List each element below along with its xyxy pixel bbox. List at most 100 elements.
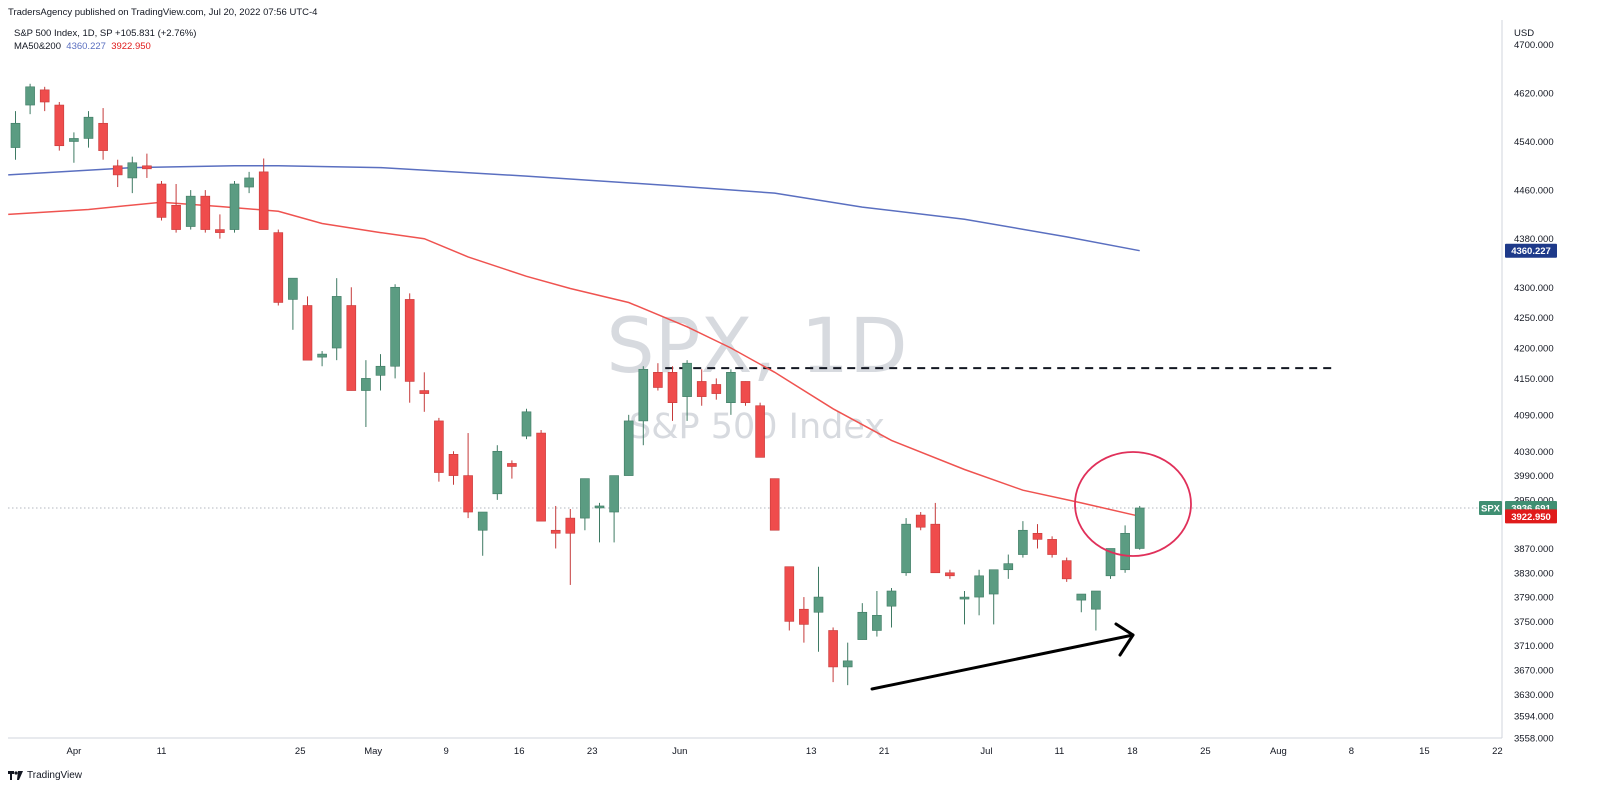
candle-body <box>696 381 707 397</box>
y-tick-label: 4200.000 <box>1514 344 1554 355</box>
candle-body <box>273 232 284 303</box>
y-tick-label: 4700.000 <box>1514 40 1554 51</box>
candle-body <box>842 660 853 668</box>
y-tick-label: 3750.000 <box>1514 617 1554 628</box>
candle-body <box>799 608 809 625</box>
y-tick-label: 4300.000 <box>1514 283 1554 294</box>
x-tick-label: 22 <box>1492 746 1503 757</box>
candle-body <box>988 569 999 595</box>
y-tick-label: 4250.000 <box>1514 313 1554 324</box>
candle-body <box>288 277 298 300</box>
y-tick-label: 3790.000 <box>1514 593 1554 604</box>
x-tick-label: 16 <box>514 746 525 757</box>
x-tick-label: 25 <box>1200 746 1211 757</box>
candle-body <box>390 286 400 367</box>
candle-body <box>83 116 94 139</box>
candle-body <box>448 454 459 476</box>
candle-body <box>375 365 386 376</box>
candle-body <box>901 523 911 574</box>
footer-brand: TradingView <box>8 770 82 781</box>
candle-body <box>1032 532 1043 540</box>
x-tick-label: Jun <box>672 746 687 757</box>
ma200-price-badge: 4360.227 <box>1511 246 1551 257</box>
candle-body <box>54 104 65 147</box>
candle-body <box>682 362 692 397</box>
candle-body <box>185 195 196 227</box>
candle-body <box>769 478 780 531</box>
candle-body <box>463 475 473 513</box>
candle-body <box>740 381 751 403</box>
x-tick-label: 8 <box>1349 746 1354 757</box>
y-tick-label: 3594.000 <box>1514 712 1554 723</box>
highlight-circle <box>1074 451 1192 557</box>
spx-symbol-tag-bg <box>1479 500 1502 515</box>
candle-body <box>10 122 21 148</box>
candle-body <box>361 378 371 391</box>
x-tick-label: 18 <box>1127 746 1138 757</box>
candle-body <box>726 372 736 403</box>
ma-label: MA50&200 <box>14 41 62 52</box>
candle-body <box>784 566 795 622</box>
candle-body <box>419 390 430 394</box>
trend-arrow-line <box>870 633 1135 691</box>
candle-body <box>477 511 488 531</box>
candle-body <box>930 523 941 574</box>
ma50-price-badge-bg <box>1505 509 1557 524</box>
candle-body <box>258 171 269 230</box>
x-tick-label: 11 <box>1054 746 1064 757</box>
x-tick-label: Jul <box>980 746 992 757</box>
candle-body <box>521 411 532 437</box>
candle-body <box>1047 539 1057 555</box>
candle-body <box>346 305 357 391</box>
candle-body <box>1061 560 1072 580</box>
x-tick-label: 23 <box>587 746 598 757</box>
x-tick-label: 25 <box>295 746 306 757</box>
candle-body <box>1134 507 1145 549</box>
ma50-price-badge: 3922.950 <box>1511 512 1551 523</box>
y-tick-label: 3670.000 <box>1514 665 1554 676</box>
ma-line: MA50&200 4360.227 3922.950 <box>14 41 151 52</box>
candle-body <box>200 195 211 230</box>
y-tick-label: 3830.000 <box>1514 568 1554 579</box>
x-tick-label: 21 <box>879 746 890 757</box>
candle-body <box>171 204 181 230</box>
x-tick-label: 13 <box>806 746 817 757</box>
ma200-value: 4360.227 <box>66 41 106 52</box>
candle-body <box>215 229 225 233</box>
candle-body <box>317 353 327 358</box>
candle-body <box>1091 590 1101 610</box>
ma200-price-badge-bg <box>1505 243 1557 258</box>
y-tick-label: 4030.000 <box>1514 447 1554 458</box>
candle-body <box>1120 532 1130 571</box>
ma50-line <box>8 201 1140 518</box>
candle-body <box>711 384 722 394</box>
candle-body <box>331 296 342 349</box>
candle-body <box>156 183 167 218</box>
tradingview-logo-icon <box>8 770 23 780</box>
spx-price-badge: 3936.691 <box>1511 503 1551 514</box>
candle-body <box>915 514 926 528</box>
candle-body <box>98 122 108 151</box>
candle-body <box>872 614 882 631</box>
candle-body <box>244 177 254 188</box>
candle-body <box>594 505 605 509</box>
candle-body <box>302 305 313 361</box>
candle-body <box>609 475 619 513</box>
y-tick-label: 3990.000 <box>1514 471 1554 482</box>
candle-body <box>974 575 984 598</box>
candle-body <box>25 86 35 106</box>
y-tick-label: 3630.000 <box>1514 690 1554 701</box>
y-tick-label: 4150.000 <box>1514 374 1554 385</box>
y-tick-label: 3558.000 <box>1514 734 1554 745</box>
candle-body <box>638 368 649 422</box>
candle-body <box>886 590 897 607</box>
candle-body <box>507 463 517 467</box>
candle-body <box>959 596 970 600</box>
candle-body <box>112 165 123 176</box>
candle-body <box>492 450 503 495</box>
brand-name: TradingView <box>27 770 83 781</box>
symbol-line: S&P 500 Index, 1D, SP +105.831 (+2.76%) <box>14 28 197 39</box>
ma50-value: 3922.950 <box>111 41 151 52</box>
